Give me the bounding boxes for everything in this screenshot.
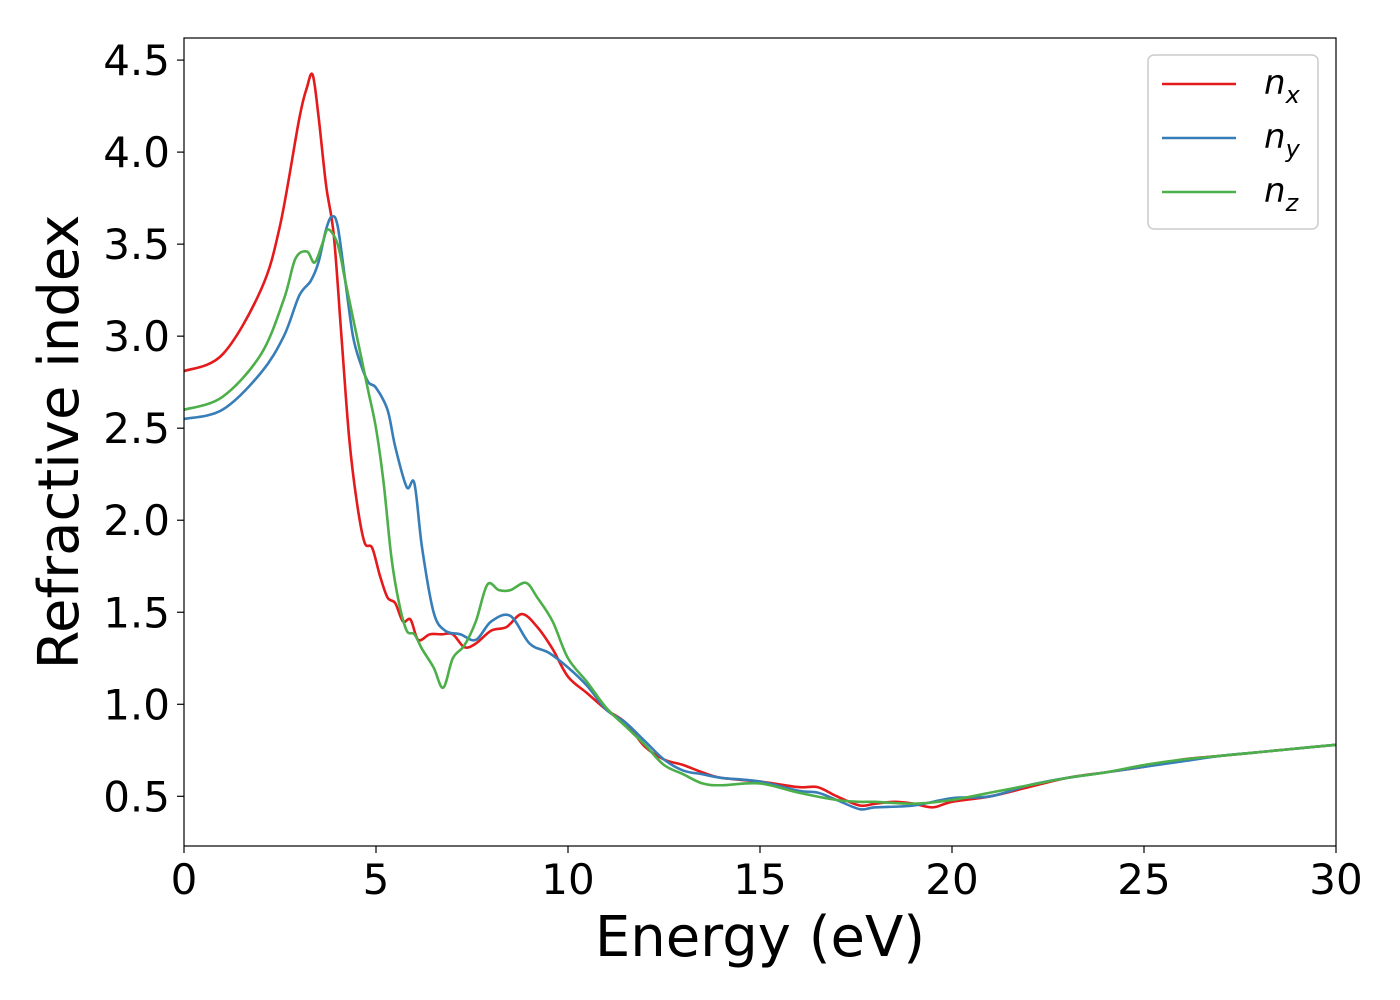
x-tick-label: 0 [171,855,198,904]
y-tick-label: 1.0 [103,680,170,729]
x-tick-label: 20 [925,855,978,904]
series-line-nz [183,228,1337,805]
x-axis-label: Energy (eV) [595,905,925,970]
series-layer [183,72,1337,811]
x-tick-label: 10 [541,855,594,904]
x-tick-label: 30 [1309,855,1362,904]
y-axis-label: Refractive index [27,215,92,670]
series-line-ny [183,214,1337,811]
y-tick-label: 0.5 [103,772,170,821]
y-tick-label: 1.5 [103,588,170,637]
legend-label-ny: ny [1264,117,1301,163]
legend-box [1147,54,1319,230]
series-line-nx [183,72,1337,809]
y-tick-label: 3.0 [103,312,170,361]
y-tick-label: 4.0 [103,128,170,177]
y-tick-label: 2.0 [103,496,170,545]
y-tick-label: 4.5 [103,36,170,85]
y-tick-label: 2.5 [103,404,170,453]
x-tick-label: 5 [363,855,390,904]
x-tick-label: 25 [1117,855,1170,904]
tick-layer: 0 5 10 15 20 25 30 0.5 1.0 1.5 2.0 2.5 3.0 3.5 4.0 4.5 [103,36,1363,904]
x-tick-label: 15 [733,855,786,904]
y-tick-label: 3.5 [103,220,170,269]
